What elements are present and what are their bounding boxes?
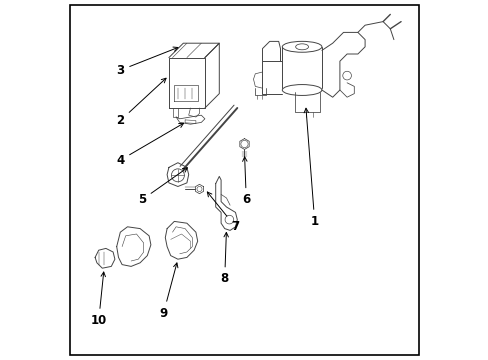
Text: 9: 9: [159, 263, 178, 320]
Text: 6: 6: [242, 157, 250, 206]
Text: 3: 3: [116, 47, 178, 77]
Text: 2: 2: [116, 78, 166, 127]
Text: 4: 4: [116, 123, 183, 167]
Text: 8: 8: [220, 233, 228, 285]
Text: 7: 7: [207, 192, 239, 233]
Text: 10: 10: [90, 272, 106, 327]
Text: 5: 5: [138, 168, 187, 206]
Text: 1: 1: [304, 108, 318, 228]
